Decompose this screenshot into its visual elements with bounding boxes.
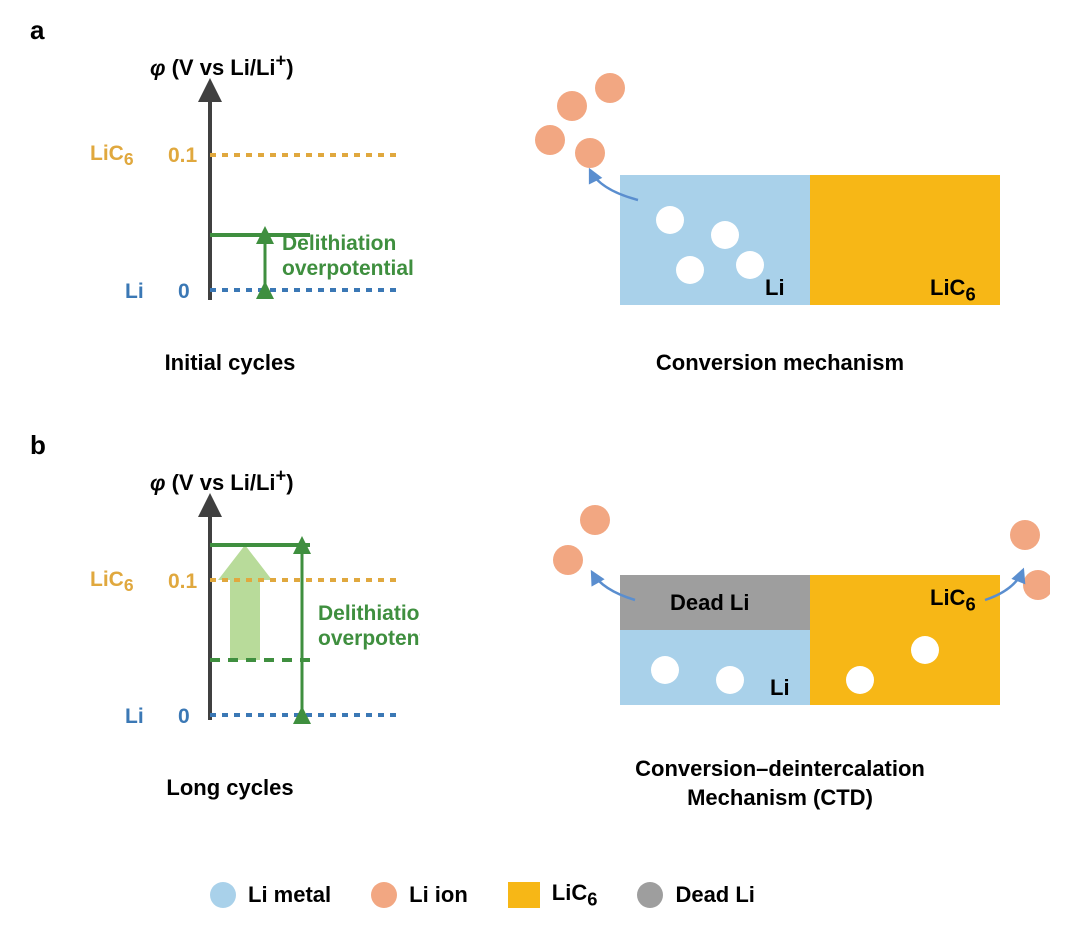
- panel-b-diagram: Dead Li Li LiC6: [530, 490, 1050, 750]
- panel-a-diagram: Li LiC6: [530, 70, 1030, 330]
- panel-a-right-caption: Conversion mechanism: [600, 350, 960, 376]
- legend-li-metal: Li metal: [210, 882, 331, 908]
- panel-a-label: a: [30, 15, 44, 46]
- svg-text:Dead Li: Dead Li: [670, 590, 749, 615]
- legend-lic6-label: LiC6: [552, 880, 598, 910]
- svg-text:Delithiation: Delithiation: [318, 602, 420, 625]
- svg-text:overpotential: overpotential: [282, 257, 414, 280]
- svg-text:0.1: 0.1: [168, 144, 198, 167]
- legend-dead-li: Dead Li: [637, 882, 754, 908]
- panel-a-chart: φ (V vs Li/Li+) LiC6 0.1 Li 0 Delithiati…: [60, 50, 420, 340]
- svg-text:Li: Li: [125, 280, 144, 303]
- panel-b-left-caption: Long cycles: [130, 775, 330, 801]
- svg-text:Delithiation: Delithiation: [282, 232, 396, 255]
- svg-text:Li: Li: [125, 705, 144, 728]
- legend-li-metal-label: Li metal: [248, 882, 331, 908]
- legend: Li metal Li ion LiC6 Dead Li: [210, 880, 755, 910]
- panel-b-chart: φ (V vs Li/Li+) LiC6 0.1 Li 0 Delithiati…: [60, 465, 420, 765]
- panel-a-left-caption: Initial cycles: [130, 350, 330, 376]
- svg-text:Li: Li: [765, 275, 785, 300]
- panel-b-right-caption: Conversion–deintercalationMechanism (CTD…: [580, 755, 980, 812]
- li-metal-icon: [210, 882, 236, 908]
- lic6-icon: [508, 882, 540, 908]
- li-ion-icon: [371, 882, 397, 908]
- panel-b-label: b: [30, 430, 46, 461]
- svg-text:0.1: 0.1: [168, 570, 198, 593]
- legend-li-ion-label: Li ion: [409, 882, 468, 908]
- legend-lic6: LiC6: [508, 880, 598, 910]
- dead-li-icon: [637, 882, 663, 908]
- svg-text:overpotential: overpotential: [318, 627, 420, 650]
- legend-dead-li-label: Dead Li: [675, 882, 754, 908]
- svg-text:0: 0: [178, 280, 190, 303]
- legend-li-ion: Li ion: [371, 882, 468, 908]
- svg-text:0: 0: [178, 705, 190, 728]
- svg-text:Li: Li: [770, 675, 790, 700]
